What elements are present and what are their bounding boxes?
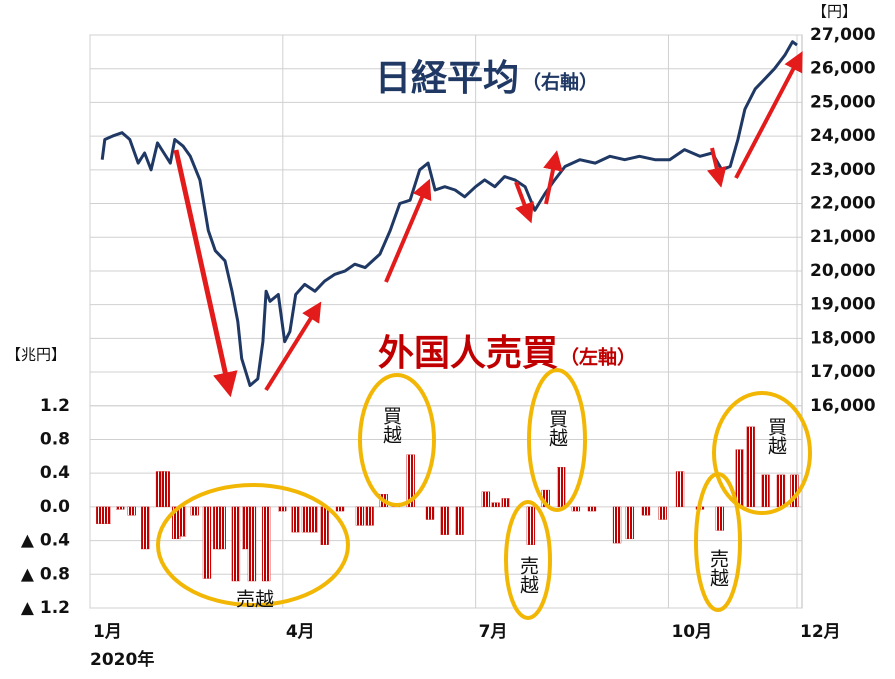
- bar: [658, 506, 667, 520]
- bar: [735, 449, 744, 508]
- annotation-label: 買越: [380, 406, 402, 444]
- x-tick-label: 7月: [479, 622, 508, 642]
- bar: [278, 506, 287, 512]
- bar: [440, 506, 449, 535]
- x-tick-label: 4月: [286, 622, 315, 642]
- y2-tick-label: 19,000: [810, 295, 876, 315]
- bar: [202, 506, 212, 579]
- bar: [776, 474, 786, 508]
- trend-arrows: [173, 51, 803, 398]
- bar: [231, 506, 241, 582]
- bar: [501, 498, 510, 508]
- bar: [612, 506, 622, 544]
- series-title: 外国人売買: [378, 333, 558, 374]
- y2-tick-label: 22,000: [810, 194, 876, 214]
- annotation-label: 買越: [546, 409, 568, 447]
- y2-tick-label: 16,000: [810, 396, 876, 416]
- bar: [425, 506, 435, 520]
- y2-tick-label: 18,000: [810, 328, 876, 348]
- bar: [641, 506, 651, 516]
- bar: [715, 506, 725, 531]
- bar: [587, 506, 597, 512]
- series-title: 日経平均: [375, 58, 519, 99]
- bar: [761, 474, 770, 508]
- bar: [320, 506, 329, 545]
- bar: [481, 491, 491, 508]
- annotation-circle: [358, 373, 436, 507]
- bar: [261, 506, 271, 582]
- y-tick-label: ▲ 1.2: [21, 598, 70, 618]
- bar: [116, 506, 125, 510]
- annotation-circle: [712, 391, 812, 515]
- bar: [291, 506, 300, 533]
- bar: [491, 502, 500, 508]
- y2-tick-label: 21,000: [810, 227, 876, 247]
- annotation-circle: [504, 500, 552, 620]
- bar: [455, 506, 464, 535]
- bar: [177, 506, 187, 537]
- bar: [625, 506, 635, 540]
- bar: [526, 506, 536, 545]
- y2-tick-label: 25,000: [810, 92, 876, 112]
- y2-tick-label: 20,000: [810, 261, 876, 281]
- bar: [301, 506, 311, 533]
- y-tick-label: 0.8: [40, 429, 70, 449]
- bar: [309, 506, 318, 533]
- y2-tick-label: 24,000: [810, 126, 876, 146]
- bar: [127, 506, 136, 516]
- bar: [217, 506, 226, 550]
- x-tick-label: 10月: [671, 622, 712, 642]
- bar: [365, 506, 374, 526]
- y2-tick-label: 26,000: [810, 59, 876, 79]
- year-label: 2020年: [90, 649, 154, 670]
- annotation-label: 買越: [765, 417, 787, 455]
- left-axis-unit: 【兆円】: [6, 346, 66, 364]
- annotation-circle: [527, 368, 587, 512]
- bar: [556, 467, 566, 508]
- y2-tick-label: 17,000: [810, 362, 876, 382]
- y-tick-label: 0.4: [40, 463, 70, 483]
- y-tick-label: 0.0: [40, 497, 70, 517]
- marks: [96, 40, 799, 582]
- annotation-label: 売越: [517, 556, 539, 594]
- annotation-label: 売越: [707, 549, 729, 587]
- annotation-label: 売越: [236, 589, 274, 611]
- series-axis-note: （右軸）: [522, 71, 598, 94]
- bar: [746, 426, 755, 508]
- bar: [247, 506, 257, 582]
- bar: [355, 506, 365, 526]
- y-tick-label: ▲ 0.8: [21, 564, 70, 584]
- annotation-circle: [156, 483, 350, 607]
- y-tick-label: ▲ 0.4: [21, 531, 70, 551]
- series-axis-note: （左軸）: [560, 346, 636, 369]
- bar: [335, 506, 345, 512]
- bar: [141, 506, 150, 550]
- bar: [190, 506, 199, 516]
- y2-tick-label: 23,000: [810, 160, 876, 180]
- x-tick-label: 1月: [93, 622, 122, 642]
- line: [100, 40, 798, 387]
- bar: [102, 506, 111, 524]
- y2-tick-label: 27,000: [810, 25, 876, 45]
- annotation-circle: [694, 472, 742, 612]
- bar: [406, 454, 415, 508]
- x-tick-label: 12月: [800, 622, 841, 642]
- right-axis-unit: 【円】: [812, 3, 857, 21]
- bar: [675, 471, 685, 508]
- y-tick-label: 1.2: [40, 396, 70, 416]
- bar: [571, 506, 581, 512]
- bar: [161, 471, 170, 508]
